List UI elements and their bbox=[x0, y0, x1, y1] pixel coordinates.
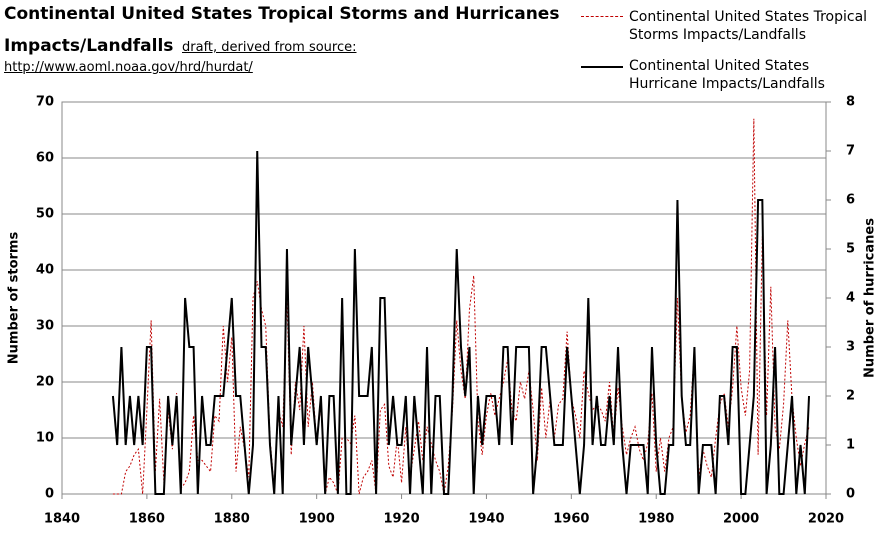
chart-title-line2: Impacts/Landfalls bbox=[4, 36, 174, 56]
x-tick-label: 1840 bbox=[44, 512, 80, 527]
y2-tick-label: 4 bbox=[846, 291, 855, 306]
source-link: http://www.aoml.noaa.gov/hrd/hurdat/ bbox=[4, 60, 253, 75]
x-tick-label: 2000 bbox=[723, 512, 759, 527]
y-tick-label: 30 bbox=[36, 319, 54, 334]
x-tick-label: 1920 bbox=[383, 512, 419, 527]
legend-swatch bbox=[581, 16, 623, 17]
x-tick-label: 1940 bbox=[468, 512, 504, 527]
x-tick-label: 1860 bbox=[129, 512, 165, 527]
x-tick-label: 1900 bbox=[299, 512, 335, 527]
legend-label: Continental United States Tropical Storm… bbox=[629, 9, 868, 43]
y2-tick-label: 1 bbox=[846, 438, 855, 453]
legend-label: Continental United States Hurricane Impa… bbox=[629, 58, 825, 92]
x-tick-label: 2020 bbox=[808, 512, 844, 527]
y-axis-label: Number of storms bbox=[7, 232, 22, 365]
y-tick-label: 0 bbox=[45, 487, 54, 502]
series-line bbox=[111, 150, 811, 495]
y-tick-label: 50 bbox=[36, 207, 54, 222]
x-tick-label: 1960 bbox=[553, 512, 589, 527]
y-tick-label: 70 bbox=[36, 95, 54, 110]
y2-tick-label: 7 bbox=[846, 144, 855, 159]
subtitle: draft, derived from source: bbox=[182, 40, 357, 55]
y2-tick-label: 5 bbox=[846, 242, 855, 257]
y2-tick-label: 0 bbox=[846, 487, 855, 502]
y-tick-label: 60 bbox=[36, 151, 54, 166]
x-tick-label: 1880 bbox=[214, 512, 250, 527]
x-tick-label: 1980 bbox=[638, 512, 674, 527]
y-tick-label: 10 bbox=[36, 431, 54, 446]
y2-axis-label: Number of hurricanes bbox=[863, 218, 878, 378]
y-tick-label: 20 bbox=[36, 375, 54, 390]
y-tick-label: 40 bbox=[36, 263, 54, 278]
plot-area bbox=[61, 101, 827, 495]
y2-tick-label: 6 bbox=[846, 193, 855, 208]
y2-tick-label: 2 bbox=[846, 389, 855, 404]
chart-title: Continental United States Tropical Storm… bbox=[4, 4, 560, 24]
y2-tick-label: 3 bbox=[846, 340, 855, 355]
y2-tick-label: 8 bbox=[846, 95, 855, 110]
legend-swatch bbox=[581, 66, 623, 68]
